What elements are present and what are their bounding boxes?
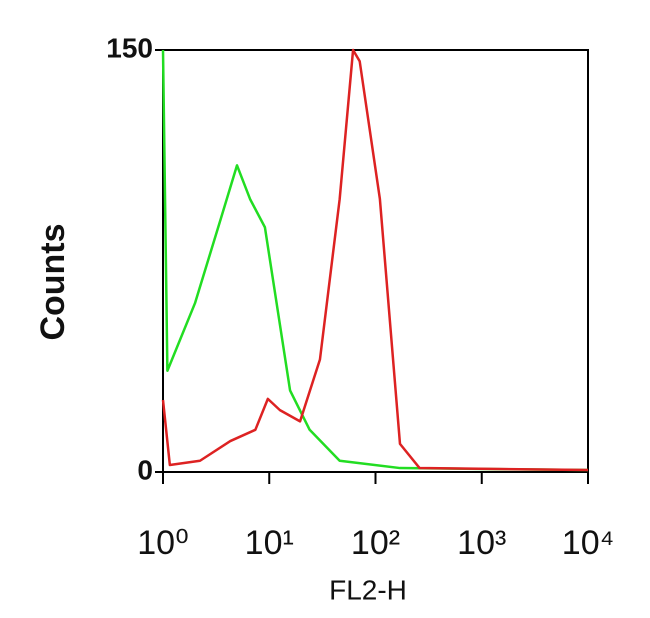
y-axis-label: Counts xyxy=(34,223,72,340)
x-tick-label: 10⁰ xyxy=(137,524,188,562)
plot-frame xyxy=(162,49,589,473)
x-tick-label: 10³ xyxy=(457,524,506,562)
x-tick-label: 10² xyxy=(351,524,400,562)
x-tick-label: 10⁴ xyxy=(562,524,614,562)
y-tick-label: 0 xyxy=(137,454,153,485)
x-tick-label: 10¹ xyxy=(245,524,294,562)
series-line xyxy=(161,49,589,472)
series-line xyxy=(161,48,589,472)
x-axis-label: FL2-H xyxy=(329,574,407,605)
y-tick-label: 150 xyxy=(106,32,153,63)
